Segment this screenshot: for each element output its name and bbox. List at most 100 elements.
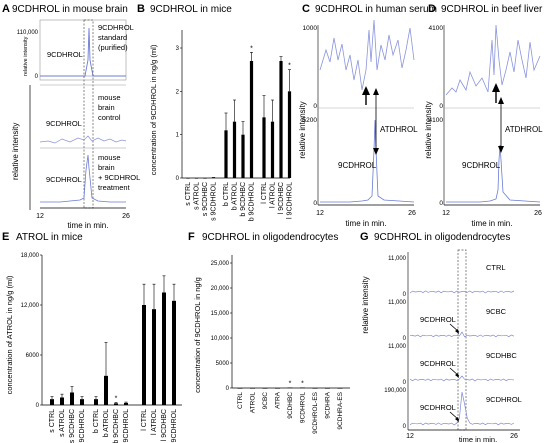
panel-c-yaxis-label: relative intensity xyxy=(298,101,307,158)
panel-e-xlabels: s CTRL s ATROL s 9CDHBC s 9CDHROL b CTRL b AT… xyxy=(49,409,178,443)
ytick-label: 18,000 xyxy=(21,253,40,259)
panel-f-bars: * * xyxy=(237,380,343,389)
g-trace-9cdhrol xyxy=(409,391,515,426)
panel-a-note-3-line4: treatment xyxy=(98,183,131,192)
bar-b-ctrl xyxy=(94,399,98,405)
panel-a-treatment-trace xyxy=(40,154,126,203)
xtick-label: b CTRL xyxy=(93,409,100,433)
bar-9cdhrol-es xyxy=(312,388,318,389)
xtick-label: 9CDHBC xyxy=(287,392,294,419)
panel-c-top-max: 1000 xyxy=(303,25,318,32)
xtick-label: b ATROL xyxy=(232,182,239,210)
g-peak-label: 9CDHROL xyxy=(420,403,456,412)
panel-f-yticks: 0 5000 10,000 15,000 20,000 25,000 xyxy=(211,261,232,392)
significance-star: * xyxy=(301,380,304,387)
panel-d: D 9CDHROL in beef liver relative intensi… xyxy=(424,3,543,228)
bar-b-atrol xyxy=(232,121,237,178)
panel-d-letter: D xyxy=(428,3,436,15)
xtick-label: l 9CDHROL xyxy=(287,182,294,219)
panel-b: B 9CDHROL in mice concentration of 9CDHR… xyxy=(137,3,294,221)
panel-c-letter: C xyxy=(302,3,310,15)
bar-b-9cdhrol xyxy=(249,61,254,178)
panel-c-xlabel: time in min. xyxy=(346,219,387,228)
ytick-label: 10,000 xyxy=(211,336,230,342)
ytick-label: 2 xyxy=(176,89,180,95)
panel-g-traces: 11,000 0 CTRL 11,000 0 9CBC 9CDHROL 11,000 0 9CDH… xyxy=(384,256,522,430)
g-trace-label: 9CDHROL xyxy=(486,395,522,404)
bar-b-9cdhbc xyxy=(114,403,118,405)
panel-a-yaxis-label: relative intensity xyxy=(11,123,20,180)
bar-l-atrol xyxy=(152,309,156,405)
xtick-label: 9CDHROL xyxy=(300,392,307,423)
panel-d-bottom-max: 4100 xyxy=(429,117,444,124)
ytick-label: 0 xyxy=(226,386,230,392)
xtick-label: s CTRL xyxy=(49,409,56,433)
trace-max-tick: 11,000 xyxy=(388,256,407,262)
xtick-label: s ATROL xyxy=(194,182,201,210)
panel-g: G 9CDHROL in oligodendrocytes relative i… xyxy=(360,231,522,443)
g-peak-arrow-head xyxy=(455,329,459,334)
panel-c-arrow-double-bot xyxy=(373,148,379,155)
panel-g-peak-window xyxy=(457,249,467,431)
bar-s-9cdhrol xyxy=(211,177,216,178)
panel-c-arrow-up-head xyxy=(362,86,370,95)
panel-c-top-trace xyxy=(319,19,415,91)
panel-c-label-atdhrol: ATDHROL xyxy=(380,125,418,134)
panel-b-title: 9CDHROL in mice xyxy=(150,4,232,15)
panel-b-bars: ** xyxy=(186,45,291,179)
panel-f: F 9CDHROL in oligodendrocytes concentrat… xyxy=(188,231,350,434)
bar-9cdhra xyxy=(325,388,330,389)
panel-b-ylabel: concentration of 9CDHROL in ng/g (ml) xyxy=(149,44,158,175)
significance-star: * xyxy=(289,380,292,387)
bar-b-atrol xyxy=(104,375,108,405)
bar-s-ctrl xyxy=(186,178,190,179)
panel-e-title: ATROL in mice xyxy=(16,232,83,243)
xtick-label: l 9CDHROL xyxy=(171,409,178,443)
xtick-label: s CTRL xyxy=(185,182,192,206)
panel-f-letter: F xyxy=(188,231,195,243)
panel-g-letter: G xyxy=(360,231,369,243)
panel-a-note-3-line2: brain xyxy=(98,163,115,172)
bar-9cdhrol xyxy=(300,387,305,389)
panel-a-xtick-12: 12 xyxy=(36,213,44,220)
panel-a-note-1-line1: 9CDHROL xyxy=(98,23,134,32)
panel-g-xlabel: time in min. xyxy=(459,435,497,443)
g-trace-label: 9CDHBC xyxy=(486,351,517,360)
g-peak-arrow-head xyxy=(455,417,459,422)
bar-ctrl xyxy=(237,388,243,389)
ytick-label: 0 xyxy=(176,176,180,182)
significance-star: * xyxy=(250,45,253,52)
panel-d-label-atdhrol: ATDHROL xyxy=(505,125,543,134)
xtick-label: l CTRL xyxy=(261,182,268,204)
ytick-label: 20,000 xyxy=(211,286,230,292)
trace-zero-tick: 0 xyxy=(403,292,407,298)
trace-zero-tick: 0 xyxy=(403,380,407,386)
panel-d-label-9cdhrol: 9CDHROL xyxy=(462,161,501,170)
bar-l-ctrl xyxy=(262,117,266,178)
significance-star: * xyxy=(288,63,291,70)
trace-zero-tick: 0 xyxy=(403,424,407,430)
panel-d-arrow-double-top xyxy=(498,97,504,104)
bar-s-atrol xyxy=(60,397,64,405)
trace-max-tick: 190,000 xyxy=(384,388,406,394)
panel-c-arrow-double-top xyxy=(373,88,379,95)
panel-f-xlabels: CTRL ATROL 9CBC ATRA 9CDHBC 9CDHROL 9CDHROL-ES… xyxy=(237,391,344,434)
ytick-label: 0 xyxy=(36,403,40,409)
panel-b-yticks: 0 1 2 3 xyxy=(176,46,182,182)
panel-e-yticks: 0 6000 12,000 18,000 xyxy=(21,253,42,409)
xtick-label: s 9CDHBC xyxy=(69,409,76,443)
panel-g-yaxis-label: relative intensity xyxy=(361,276,370,333)
g-trace-9cdhbc xyxy=(409,375,515,382)
panel-a-top-tick-zero: 0 xyxy=(35,74,39,80)
panel-a-xlabel: time in min. xyxy=(68,221,109,230)
xtick-label: l ATROL xyxy=(151,409,158,435)
ytick-label: 3 xyxy=(176,46,180,52)
xtick-label: s ATROL xyxy=(59,409,66,437)
bar-b-ctrl xyxy=(224,130,228,178)
panel-d-arrow-up-head xyxy=(492,83,500,92)
panel-g-xtick-12: 12 xyxy=(406,433,414,440)
panel-a-top-tick-max: 110,000 xyxy=(17,30,39,36)
panel-a-letter: A xyxy=(2,3,10,15)
panel-c-top-zero: 0 xyxy=(313,103,317,110)
